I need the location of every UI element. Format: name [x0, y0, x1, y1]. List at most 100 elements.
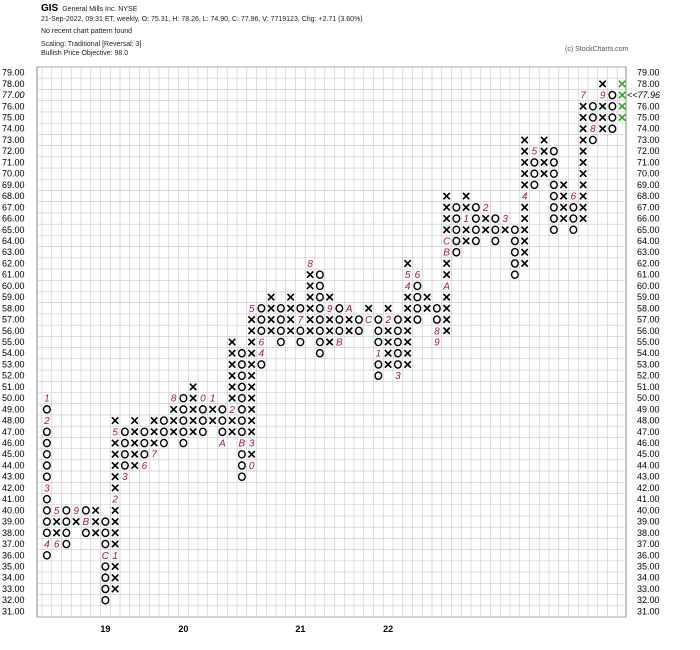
month-marker: B — [83, 517, 90, 528]
x-box — [228, 383, 236, 391]
o-box — [452, 236, 461, 246]
o-box — [393, 360, 402, 369]
y-tick-label-right: 46.00 — [637, 438, 660, 448]
o-box — [510, 247, 519, 257]
x-box — [579, 113, 587, 122]
x-box — [345, 315, 353, 324]
x-box — [442, 192, 451, 200]
o-box — [237, 382, 246, 392]
month-marker: 8 — [590, 124, 596, 135]
month-marker: 5 — [112, 427, 118, 438]
o-box — [393, 337, 402, 347]
month-marker: B — [443, 248, 450, 259]
o-box — [452, 247, 461, 257]
ticker-symbol: GIS — [41, 3, 59, 14]
x-box — [228, 338, 236, 346]
month-marker: 0 — [249, 461, 255, 472]
x-box — [520, 169, 529, 178]
x-box — [442, 225, 451, 234]
x-box — [267, 304, 275, 313]
o-box — [81, 528, 90, 538]
y-tick-label-left: 33.00 — [2, 584, 25, 594]
o-box — [237, 348, 246, 358]
x-box — [462, 203, 470, 212]
year-label: 22 — [383, 624, 393, 634]
x-box — [228, 349, 236, 357]
y-tick-label-left: 65.00 — [2, 225, 25, 235]
o-box — [42, 449, 51, 459]
x-box — [364, 304, 373, 313]
x-box — [384, 327, 392, 335]
x-box — [442, 315, 451, 324]
x-box — [540, 136, 548, 144]
o-box — [237, 427, 246, 437]
x-box — [540, 169, 548, 178]
x-box — [267, 327, 275, 335]
x-box — [286, 315, 295, 324]
x-box — [247, 371, 256, 380]
month-marker: 1 — [463, 214, 469, 225]
x-box — [228, 428, 236, 436]
x-box — [481, 214, 490, 223]
x-box — [325, 315, 334, 324]
o-box — [42, 461, 51, 470]
y-tick-label-right: 56.00 — [637, 326, 660, 336]
o-box — [140, 427, 149, 437]
x-box — [520, 181, 529, 189]
x-box — [111, 416, 119, 425]
o-box — [588, 101, 597, 111]
y-tick-label-left: 74.00 — [2, 124, 25, 134]
month-marker: 1 — [376, 349, 382, 360]
y-tick-label-right: 43.00 — [637, 472, 660, 482]
y-tick-label-left: 45.00 — [2, 449, 25, 459]
y-tick-label-left: 49.00 — [2, 404, 25, 414]
o-box — [530, 180, 539, 190]
month-marker: B — [239, 439, 246, 450]
x-box — [481, 225, 490, 234]
x-box — [579, 124, 587, 133]
month-marker: 4 — [44, 540, 50, 551]
x-box — [130, 461, 139, 470]
o-box — [276, 315, 285, 324]
x-box — [111, 506, 119, 515]
x-box — [403, 259, 412, 268]
y-tick-label-left: 72.00 — [2, 146, 25, 156]
month-marker: 5 — [405, 270, 411, 281]
o-box — [237, 416, 246, 425]
o-box — [159, 427, 168, 437]
o-box — [237, 405, 246, 414]
x-box — [423, 293, 431, 301]
x-box — [111, 461, 119, 470]
x-box — [52, 529, 61, 537]
o-box — [608, 113, 617, 122]
o-box — [101, 584, 110, 594]
scaling-info: Scaling: Traditional [Reversal: 3] — [41, 41, 142, 48]
x-box — [403, 315, 412, 324]
o-box — [452, 225, 461, 235]
o-box — [42, 506, 51, 515]
o-box — [237, 449, 246, 459]
y-tick-label-right: 59.00 — [637, 292, 660, 302]
x-box — [111, 484, 119, 492]
month-marker: 7 — [151, 450, 157, 461]
y-tick-label-right: 74.00 — [637, 124, 660, 134]
o-box — [42, 427, 51, 437]
o-box — [354, 315, 363, 324]
y-tick-label-right: 34.00 — [637, 573, 660, 583]
x-box — [520, 248, 529, 256]
pattern-status: No recent chart pattern found — [41, 28, 133, 35]
x-box — [130, 428, 139, 436]
y-tick-label-left: 48.00 — [2, 416, 25, 426]
y-tick-label-right: 57.00 — [637, 315, 660, 325]
o-box — [140, 449, 149, 459]
o-box — [120, 449, 129, 459]
o-box — [588, 113, 597, 122]
o-box — [608, 101, 617, 111]
month-marker: 1 — [44, 394, 50, 405]
o-box — [315, 348, 324, 358]
x-box — [228, 394, 236, 402]
o-box — [569, 214, 578, 223]
o-box — [101, 528, 110, 538]
y-tick-label-left: 47.00 — [2, 427, 25, 437]
x-box — [150, 416, 158, 425]
